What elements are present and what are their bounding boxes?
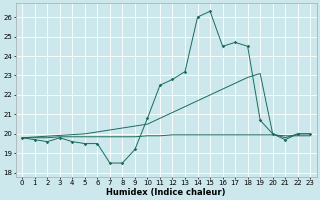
- X-axis label: Humidex (Indice chaleur): Humidex (Indice chaleur): [107, 188, 226, 197]
